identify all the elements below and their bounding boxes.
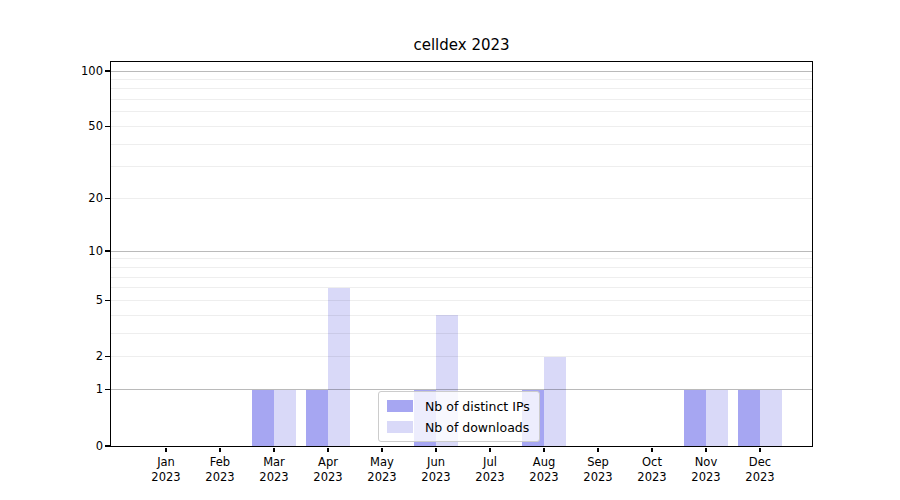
y-tick-label: 1 <box>63 382 103 397</box>
plot-area: Nb of distinct IPs Nb of downloads 01251… <box>110 61 813 447</box>
y-tick-label: 50 <box>63 119 103 134</box>
x-tick <box>219 448 221 452</box>
figure: celldex 2023 Nb of distinct IPs Nb of do… <box>0 0 900 500</box>
x-tick <box>489 448 491 452</box>
y-tick-label: 0 <box>63 439 103 454</box>
y-tick <box>105 300 110 302</box>
y-tick-label: 100 <box>63 64 103 79</box>
x-tick <box>273 448 275 452</box>
x-tick-label: Sep2023 <box>570 455 626 485</box>
y-tick-label: 5 <box>63 293 103 308</box>
x-tick <box>597 448 599 452</box>
x-tick <box>435 448 437 452</box>
x-tick <box>165 448 167 452</box>
y-tick-label: 10 <box>63 244 103 259</box>
x-tick <box>705 448 707 452</box>
y-tick-label: 2 <box>63 349 103 364</box>
x-tick-label: Mar2023 <box>246 455 302 485</box>
x-tick-label: Jan2023 <box>138 455 194 485</box>
x-tick-label: Jul2023 <box>462 455 518 485</box>
y-tick <box>105 389 110 391</box>
x-tick-label: Nov2023 <box>678 455 734 485</box>
y-tick <box>105 445 110 447</box>
y-tick <box>105 198 110 200</box>
x-tick <box>759 448 761 452</box>
x-tick <box>651 448 653 452</box>
x-tick <box>381 448 383 452</box>
x-tick-label: Dec2023 <box>732 455 788 485</box>
x-tick <box>543 448 545 452</box>
y-tick <box>105 250 110 252</box>
x-tick-label: Jun2023 <box>408 455 464 485</box>
y-tick <box>105 356 110 358</box>
y-tick <box>105 126 110 128</box>
x-tick-label: Feb2023 <box>192 455 248 485</box>
y-tick <box>105 70 110 72</box>
x-tick-label: May2023 <box>354 455 410 485</box>
x-tick-label: Aug2023 <box>516 455 572 485</box>
x-tick <box>327 448 329 452</box>
chart-title: celldex 2023 <box>110 36 813 54</box>
x-tick-label: Oct2023 <box>624 455 680 485</box>
axis-layer: 0125102050100Jan2023Feb2023Mar2023Apr202… <box>111 62 812 446</box>
y-tick-label: 20 <box>63 191 103 206</box>
x-tick-label: Apr2023 <box>300 455 356 485</box>
